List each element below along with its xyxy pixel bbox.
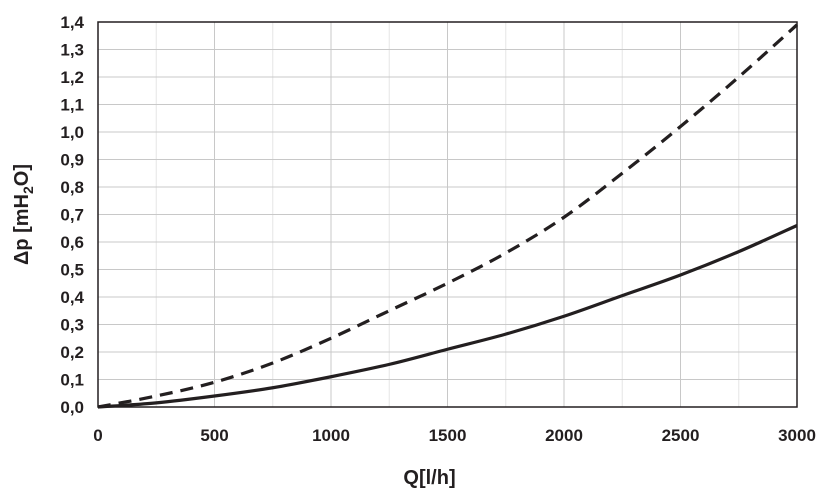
x-axis-title: Q[l/h] — [403, 467, 455, 489]
y-tick-label: 0,5 — [60, 261, 84, 280]
y-tick-label: 1,1 — [60, 96, 84, 115]
x-tick-label: 1000 — [312, 426, 350, 445]
y-tick-label: 1,0 — [60, 123, 84, 142]
y-tick-label: 0,1 — [60, 371, 84, 390]
x-tick-label: 0 — [93, 426, 102, 445]
y-tick-label: 0,6 — [60, 233, 84, 252]
x-tick-label: 2000 — [545, 426, 583, 445]
y-tick-label: 1,2 — [60, 68, 84, 87]
x-tick-labels: 0 500 1000 1500 2000 2500 3000 — [93, 426, 816, 445]
y-tick-label: 0,9 — [60, 151, 84, 170]
x-tick-label: 1500 — [429, 426, 467, 445]
y-tick-label: 0,4 — [60, 288, 84, 307]
series-group — [97, 23, 799, 409]
series-line-1-dashed — [97, 23, 799, 409]
series-line-2-solid — [97, 224, 798, 409]
y-tick-label: 0,7 — [60, 206, 84, 225]
y-tick-label: 1,4 — [60, 13, 84, 32]
x-tick-label: 2500 — [662, 426, 700, 445]
y-tick-label: 0,0 — [60, 398, 84, 417]
y-tick-labels: 0,0 0,1 0,2 0,3 0,4 0,5 0,6 0,7 0,8 0,9 1,0 1,1 1,2 1… — [60, 13, 84, 417]
y-tick-label: 0,2 — [60, 343, 84, 362]
grid — [98, 22, 797, 407]
y-axis-title: Δp [mH2O] — [11, 164, 36, 265]
y-tick-label: 0,8 — [60, 178, 84, 197]
y-tick-label: 1,3 — [60, 41, 84, 60]
x-tick-label: 3000 — [778, 426, 816, 445]
y-tick-label: 0,3 — [60, 316, 84, 335]
plot-frame — [97, 21, 798, 408]
x-tick-label: 500 — [200, 426, 228, 445]
